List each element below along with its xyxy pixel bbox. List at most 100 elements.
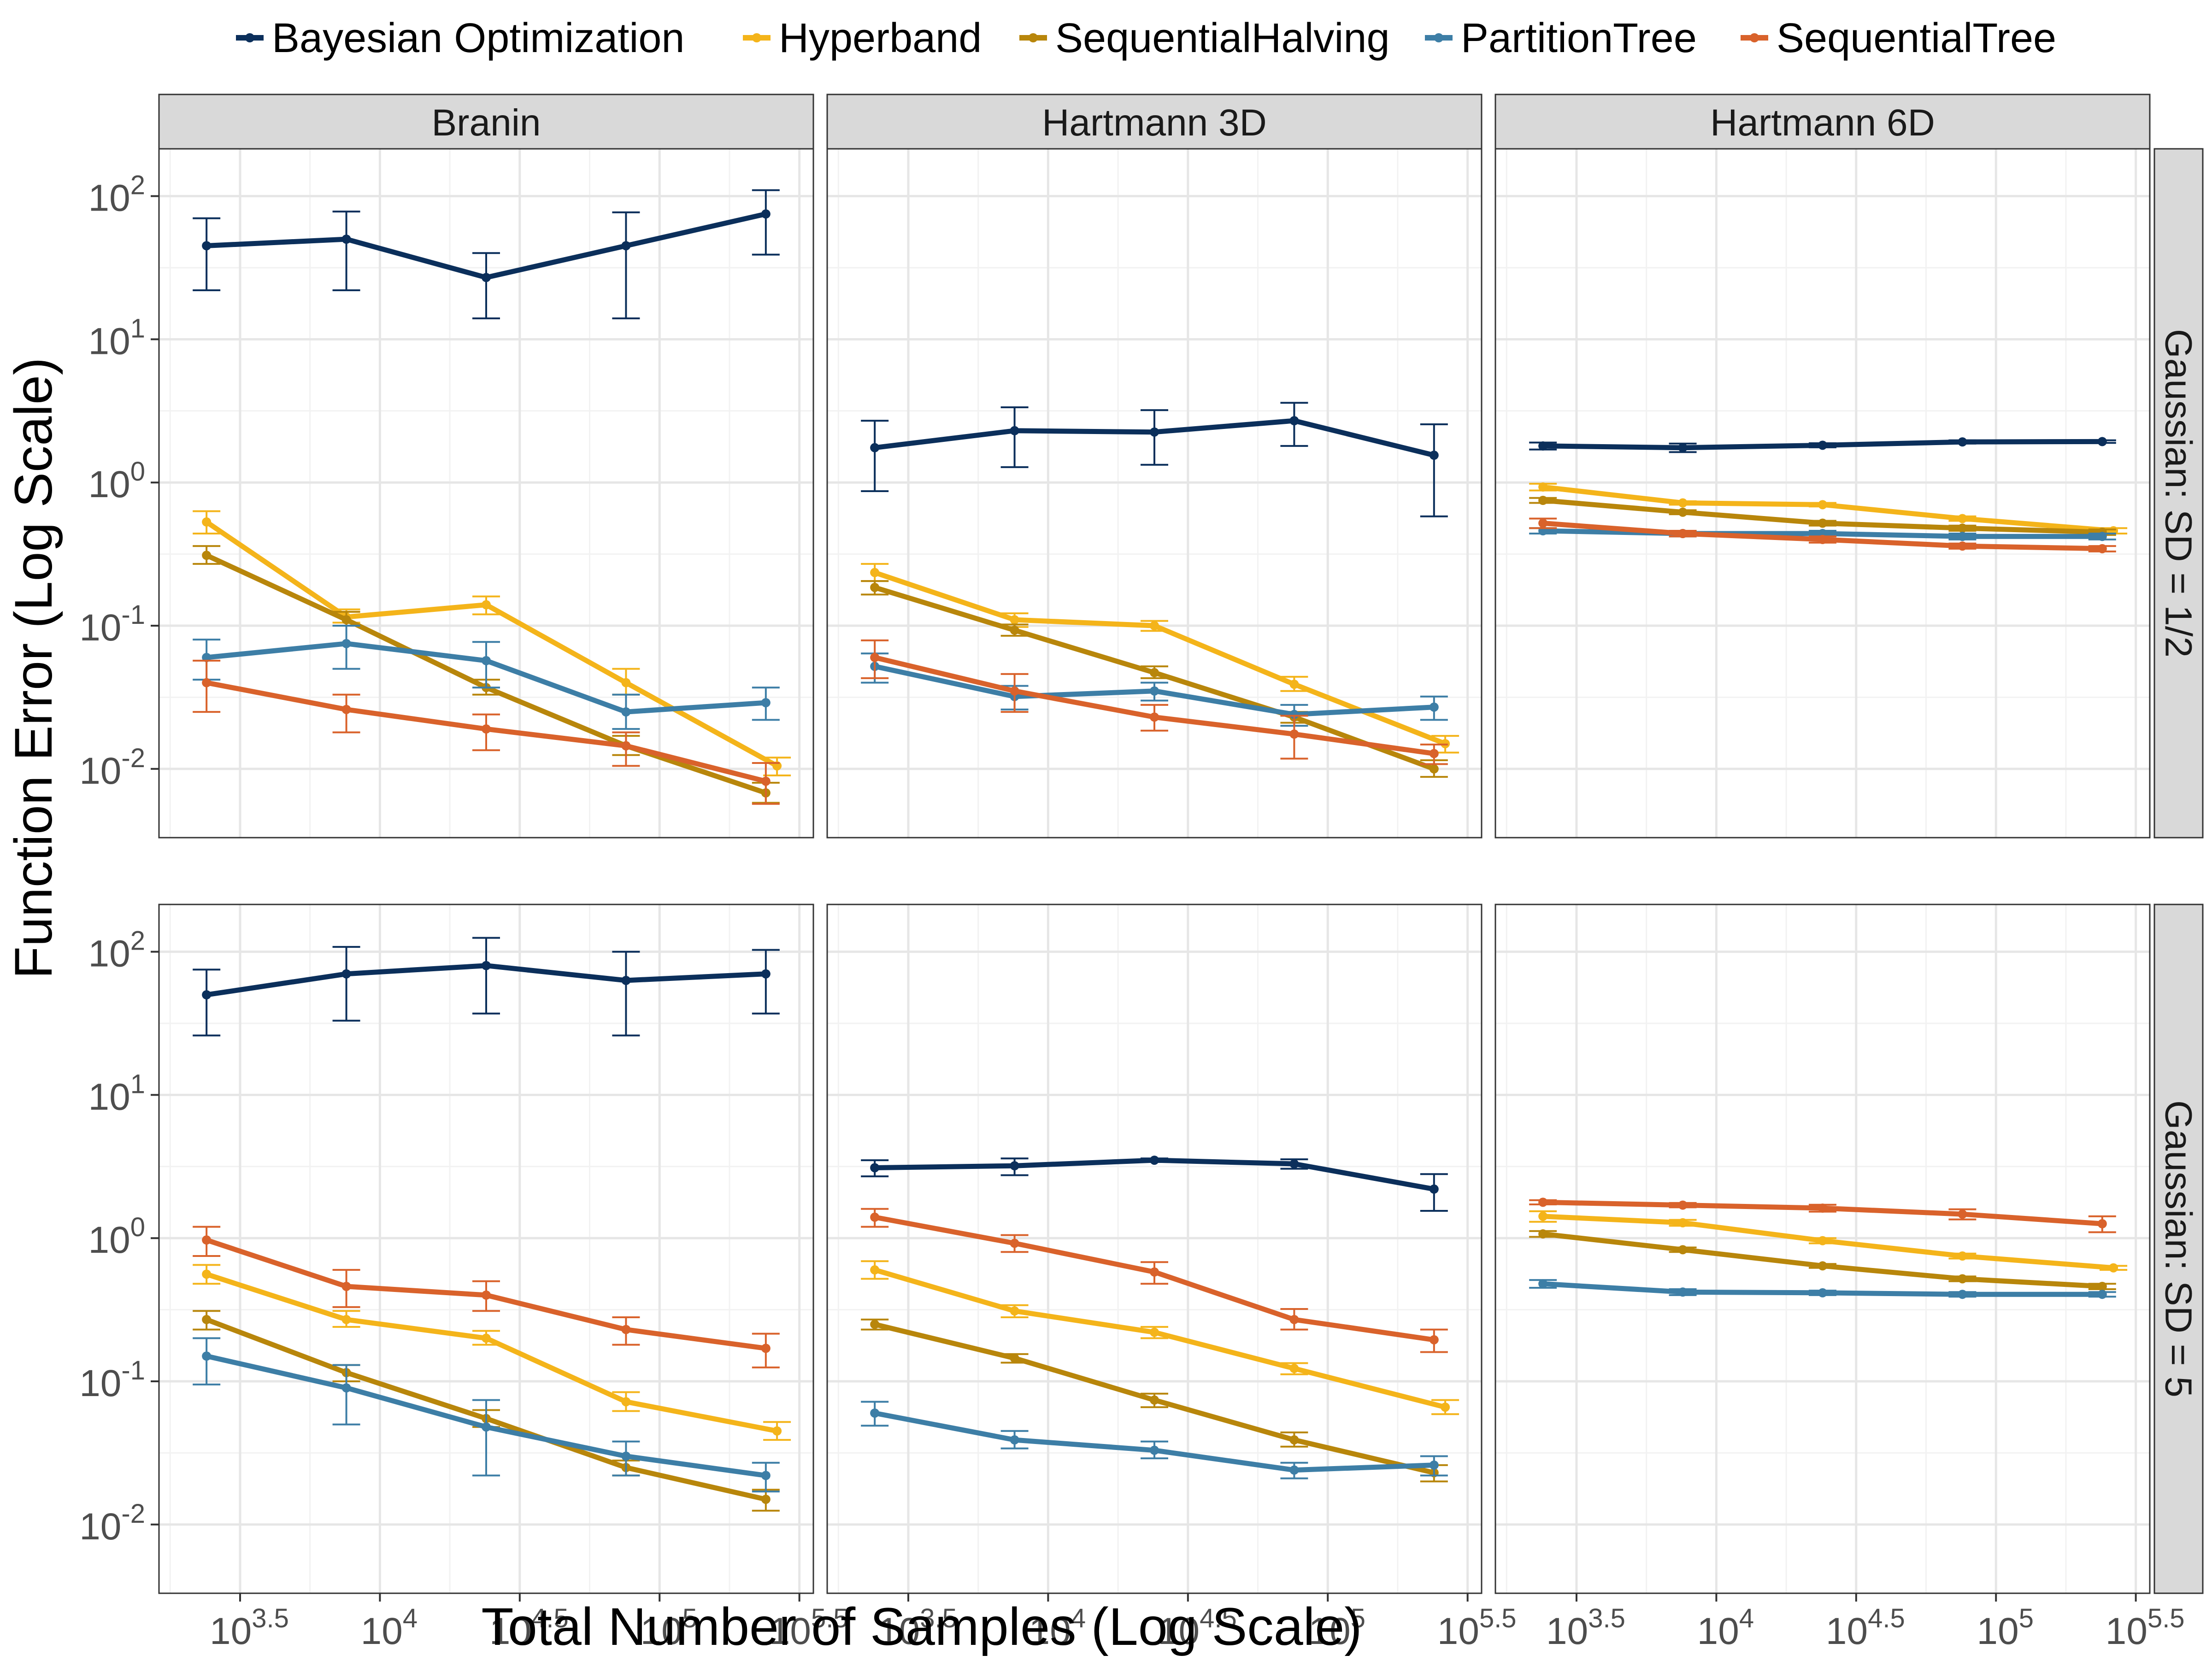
data-point-hyperband — [1958, 514, 1967, 523]
data-point-partitiontree — [621, 1451, 631, 1461]
error-bar-partitiontree — [472, 1399, 500, 1477]
data-point-bayesian-optimization — [1538, 441, 1548, 451]
data-point-bayesian-optimization — [1289, 416, 1299, 426]
data-point-bayesian-optimization — [1678, 443, 1688, 452]
panel-1-1 — [827, 904, 1482, 1593]
data-point-partitiontree — [482, 656, 491, 665]
legend-label: PartitionTree — [1461, 15, 1697, 61]
data-point-sequentialtree — [1429, 1335, 1439, 1344]
data-point-partitiontree — [1289, 1465, 1299, 1475]
data-point-sequentialhalving — [1429, 764, 1439, 774]
data-point-hyperband — [1958, 1251, 1967, 1261]
data-point-sequentialhalving — [1958, 1274, 1967, 1284]
data-point-hyperband — [621, 678, 631, 687]
facet-strip-column-label: Hartmann 6D — [1710, 102, 1935, 144]
data-point-sequentialhalving — [1289, 1435, 1299, 1445]
data-point-hyperband — [1289, 1364, 1299, 1373]
data-point-sequentialtree — [202, 678, 212, 687]
y-tick-label: 100 — [88, 457, 145, 505]
data-point-sequentialhalving — [1958, 523, 1967, 533]
error-bar-bayesian-optimization — [472, 937, 500, 1015]
panel-0-1 — [827, 149, 1482, 838]
data-point-sequentialhalving — [1818, 518, 1827, 528]
data-point-hyperband — [1150, 1327, 1159, 1337]
data-point-hyperband — [482, 1333, 491, 1343]
x-tick-label: 105.5 — [1437, 1603, 1517, 1652]
data-point-sequentialhalving — [1678, 1245, 1688, 1255]
facet-strip-column — [158, 94, 814, 150]
data-point-bayesian-optimization — [482, 961, 491, 970]
legend-key-point — [245, 33, 254, 42]
x-tick-label: 104.5 — [1158, 1603, 1237, 1652]
data-point-partitiontree — [202, 1351, 212, 1361]
facet-strip-column — [1494, 94, 2151, 150]
data-point-partitiontree — [2097, 1290, 2107, 1299]
data-point-hyperband — [341, 1315, 351, 1324]
data-point-partitiontree — [1150, 1445, 1159, 1455]
data-point-partitiontree — [1958, 532, 1967, 541]
x-tick-label: 103.5 — [878, 1603, 957, 1652]
y-tick-label: 101 — [88, 1069, 145, 1118]
data-point-sequentialhalving — [870, 1320, 880, 1329]
error-bar-bayesian-optimization — [193, 968, 221, 1037]
data-point-partitiontree — [1429, 702, 1439, 712]
data-point-partitiontree — [1429, 1460, 1439, 1470]
data-point-bayesian-optimization — [1958, 437, 1967, 447]
x-tick-label: 105.5 — [2106, 1603, 2185, 1652]
data-point-sequentialtree — [482, 1290, 491, 1300]
data-point-hyperband — [1289, 680, 1299, 689]
x-tick-label: 105 — [1308, 1603, 1365, 1652]
x-tick-label: 104 — [361, 1603, 418, 1652]
x-tick-label: 104 — [1029, 1603, 1086, 1652]
x-tick-label: 103.5 — [1546, 1603, 1625, 1652]
legend-label: SequentialHalving — [1055, 15, 1390, 61]
panel-background — [827, 904, 1482, 1593]
data-point-hyperband — [1538, 482, 1548, 492]
data-point-hyperband — [1150, 621, 1159, 630]
error-bar-bayesian-optimization — [612, 951, 640, 1037]
data-point-sequentialtree — [1958, 1209, 1967, 1219]
panel-series-1-2 — [1529, 1197, 2128, 1299]
data-point-hyperband — [772, 1426, 782, 1436]
data-point-sequentialhalving — [1150, 668, 1159, 677]
data-point-hyperband — [202, 1269, 212, 1279]
data-point-sequentialhalving — [202, 1315, 212, 1324]
panel-border — [1494, 904, 2151, 1594]
data-point-sequentialhalving — [341, 615, 351, 625]
data-point-sequentialtree — [1818, 534, 1827, 544]
data-point-sequentialtree — [1289, 729, 1299, 739]
error-bar-bayesian-optimization — [752, 189, 780, 256]
y-tick-label: 10-1 — [79, 1356, 145, 1404]
data-point-bayesian-optimization — [761, 209, 771, 219]
error-bar-partitiontree — [332, 1364, 360, 1426]
data-point-sequentialtree — [621, 1325, 631, 1334]
data-point-sequentialtree — [1150, 712, 1159, 722]
data-point-sequentialtree — [1538, 1197, 1548, 1207]
legend-label: Hyperband — [779, 15, 982, 61]
panel-border — [826, 148, 1483, 839]
data-point-partitiontree — [482, 1422, 491, 1432]
facet-strip-column — [826, 94, 1483, 150]
data-point-sequentialtree — [761, 776, 771, 786]
data-point-partitiontree — [341, 639, 351, 648]
data-point-hyperband — [870, 1265, 880, 1275]
panel-background — [159, 904, 813, 1593]
data-point-sequentialhalving — [870, 582, 880, 592]
data-point-sequentialhalving — [1150, 1395, 1159, 1405]
x-tick-label: 103.5 — [210, 1603, 289, 1652]
data-point-sequentialhalving — [761, 1495, 771, 1504]
facet-strip-row-label: Gaussian: SD = 1/2 — [2158, 329, 2200, 657]
panel-border — [158, 904, 814, 1594]
error-bar-bayesian-optimization — [1000, 406, 1029, 468]
data-point-sequentialhalving — [1678, 507, 1688, 517]
data-point-sequentialtree — [1818, 1203, 1827, 1213]
legend-item: Bayesian Optimization — [236, 15, 684, 61]
data-point-partitiontree — [761, 1471, 771, 1480]
facet-strip-row — [2153, 148, 2204, 839]
data-point-sequentialhalving — [1538, 1229, 1548, 1239]
legend-key-point — [752, 33, 761, 42]
data-point-bayesian-optimization — [482, 273, 491, 282]
data-point-sequentialtree — [1958, 541, 1967, 551]
error-bar-bayesian-optimization — [1420, 423, 1448, 517]
